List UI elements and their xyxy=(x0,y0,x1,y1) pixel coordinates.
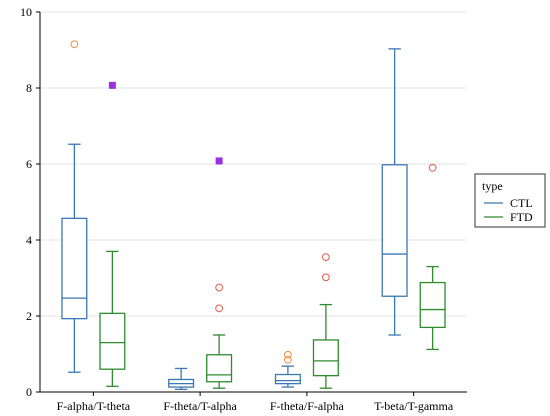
box-ctl xyxy=(381,48,408,336)
box-iqr xyxy=(99,312,126,370)
x-tick-label: F-alpha/T-theta xyxy=(57,399,131,413)
y-tick-label: 0 xyxy=(26,385,32,399)
x-tick-label: F-theta/T-alpha xyxy=(163,399,237,413)
y-tick-label: 2 xyxy=(26,309,32,323)
extreme-outlier-marker xyxy=(215,157,223,165)
box-ctl xyxy=(274,350,301,388)
legend: type CTL FTD xyxy=(474,173,546,228)
legend-label-ftd: FTD xyxy=(510,210,533,224)
x-tick-label: T-beta/T-gamma xyxy=(374,399,454,413)
outlier-point xyxy=(321,273,330,282)
extreme-markers xyxy=(108,81,223,165)
outlier-point xyxy=(283,350,292,359)
legend-title: type xyxy=(482,179,503,193)
box-iqr xyxy=(61,217,88,320)
legend-frame xyxy=(474,173,546,228)
box-iqr xyxy=(274,373,301,385)
x-ticks: F-alpha/T-theta F-theta/T-alpha F-theta/F-… xyxy=(57,392,454,413)
y-tick-label: 6 xyxy=(26,157,32,171)
box-ftd xyxy=(99,250,126,387)
outlier-point xyxy=(215,304,224,313)
outlier-point xyxy=(428,163,437,172)
extreme-outlier-marker xyxy=(108,81,116,89)
y-tick-label: 4 xyxy=(26,233,32,247)
outlier-point xyxy=(321,253,330,262)
box-iqr xyxy=(419,281,446,329)
outlier-point xyxy=(70,40,79,49)
y-tick-label: 8 xyxy=(26,81,32,95)
axes xyxy=(39,12,467,393)
box-ctl xyxy=(61,40,88,373)
box-ftd xyxy=(206,283,233,389)
box-iqr xyxy=(312,339,339,377)
box-ftd xyxy=(419,163,446,351)
x-tick-label: F-theta/F-alpha xyxy=(270,399,345,413)
outlier-point xyxy=(215,283,224,292)
legend-label-ctl: CTL xyxy=(510,196,533,210)
outlier-point xyxy=(283,355,292,364)
box-iqr xyxy=(206,354,233,383)
box-iqr xyxy=(381,164,408,297)
box-ctl xyxy=(168,367,195,390)
box-ftd xyxy=(312,253,339,389)
y-ticks: 0 2 4 6 8 10 xyxy=(20,5,40,399)
y-tick-label: 10 xyxy=(20,5,32,19)
boxes xyxy=(61,40,446,390)
